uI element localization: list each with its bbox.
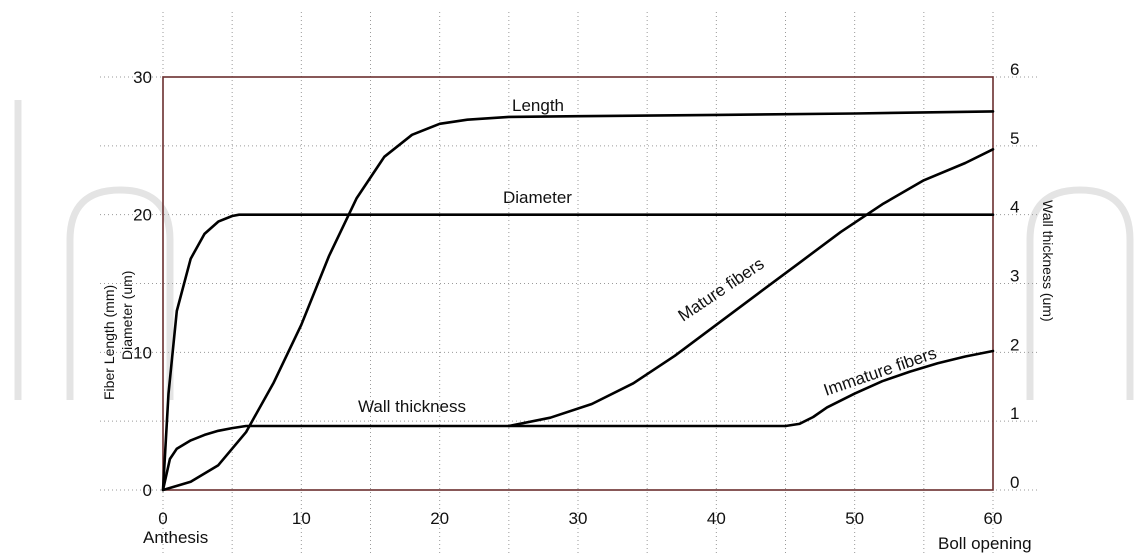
y-right-tick-label: 1 — [1010, 404, 1019, 423]
series-line-diameter — [161, 213, 995, 492]
label-wall-thickness: Wall thickness — [358, 397, 466, 416]
y-left-tick-label: 10 — [133, 343, 152, 362]
label-diameter: Diameter — [503, 188, 572, 207]
y-right-tick-label: 3 — [1010, 267, 1019, 286]
plot-frame — [162, 76, 994, 491]
y-right-tick-label: 4 — [1010, 198, 1019, 217]
plot-border — [162, 76, 994, 491]
x-label-boll-opening: Boll opening — [938, 534, 1032, 553]
series-line-wall-thickness — [161, 424, 787, 492]
x-tick-label: 0 — [158, 509, 167, 528]
x-tick-label: 20 — [430, 509, 449, 528]
y-left-tick-label: 30 — [133, 68, 152, 87]
series-lines — [161, 110, 995, 492]
label-length: Length — [512, 96, 564, 115]
series-line-length — [161, 110, 995, 492]
y-left-tick-label: 0 — [143, 481, 152, 500]
series-line-immature-fibers — [784, 349, 995, 428]
x-tick-label: 50 — [845, 509, 864, 528]
x-tick-label: 10 — [292, 509, 311, 528]
x-tick-label: 40 — [707, 509, 726, 528]
x-label-anthesis: Anthesis — [143, 528, 208, 547]
y-right-title-wall-thickness: Wall thickness (um) — [1040, 200, 1056, 322]
series-line-mature-fibers — [507, 148, 995, 428]
y-left-title-length: Fiber Length (mm) — [101, 285, 117, 400]
y-right-tick-label: 5 — [1010, 129, 1019, 148]
x-tick-label: 30 — [569, 509, 588, 528]
y-right-tick-label: 2 — [1010, 335, 1019, 354]
y-left-title-diameter: Diameter (um) — [119, 271, 135, 360]
x-tick-label: 60 — [984, 509, 1003, 528]
grid-lines — [100, 12, 1040, 556]
label-mature-fibers: Mature fibers — [675, 254, 768, 325]
label-immature-fibers: Immature fibers — [821, 343, 939, 399]
tick-labels: 0 10 20 30 40 50 60 0 10 20 30 0 1 2 3 4 5 6 — [133, 60, 1019, 528]
y-right-tick-label: 6 — [1010, 60, 1019, 79]
y-left-tick-label: 20 — [133, 206, 152, 225]
y-right-tick-label: 0 — [1010, 473, 1019, 492]
